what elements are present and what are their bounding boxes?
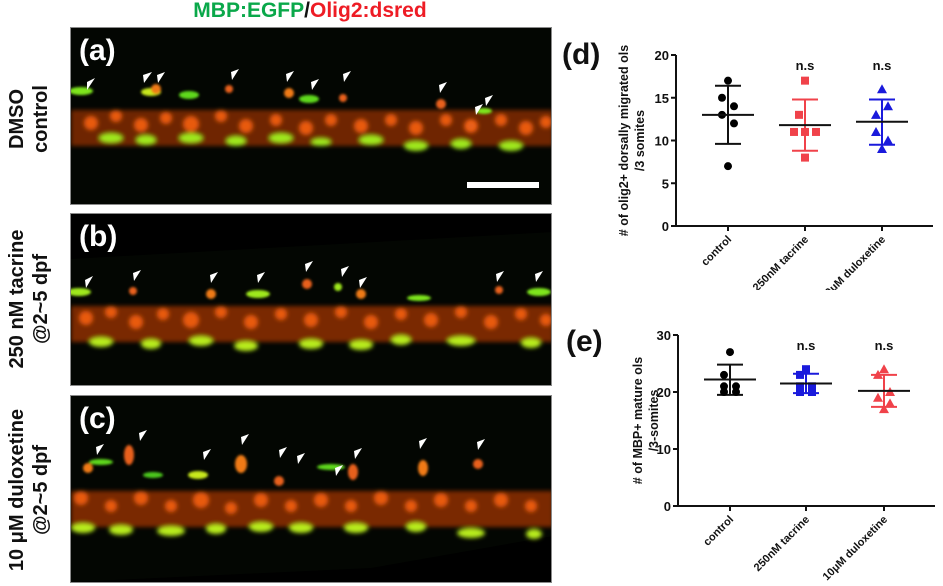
legend-separator: / bbox=[304, 0, 310, 22]
svg-text:n.s: n.s bbox=[797, 338, 816, 353]
svg-text:20: 20 bbox=[655, 48, 669, 63]
arrowhead-markers-a bbox=[87, 69, 493, 115]
svg-text:30: 30 bbox=[657, 328, 671, 343]
panel-letter-b: (b) bbox=[79, 220, 118, 253]
row-label-a-line1: DMSO bbox=[6, 89, 28, 149]
svg-text:250nM tacrine: 250nM tacrine bbox=[751, 234, 811, 290]
channel-legend: MBP:EGFP/Olig2:dsred bbox=[0, 0, 620, 23]
svg-text:0: 0 bbox=[664, 499, 671, 514]
micrograph-panel-a: (a) bbox=[70, 27, 552, 205]
chart-e: 0 10 20 30 # of MBP+ mature ols/3-somites con… bbox=[631, 328, 935, 583]
row-label-b-line2: @2~5 dpf bbox=[30, 253, 52, 345]
chart-d: 0 5 10 15 20 # of olig2+ dorsally migrated ol… bbox=[617, 45, 933, 290]
row-label-c: 10 μM duloxetine @2~5 dpf bbox=[5, 395, 55, 585]
svg-text:n.s: n.s bbox=[796, 58, 815, 73]
svg-text:250nM tacrine: 250nM tacrine bbox=[752, 514, 812, 574]
scale-bar bbox=[467, 182, 539, 188]
svg-text:10μM duloxetine: 10μM duloxetine bbox=[821, 514, 890, 583]
svg-text:10μM duloxetine: 10μM duloxetine bbox=[819, 234, 888, 290]
svg-text:control: control bbox=[701, 514, 736, 549]
arrowhead-markers-c bbox=[96, 430, 485, 476]
micrograph-panel-c: (c) bbox=[70, 395, 552, 583]
arrowhead-markers-b bbox=[85, 261, 543, 288]
legend-green-label: MBP:EGFP bbox=[193, 0, 305, 22]
svg-text:10: 10 bbox=[655, 134, 669, 149]
row-label-c-line1: 10 μM duloxetine bbox=[6, 408, 28, 572]
legend-red-label: Olig2:dsred bbox=[309, 0, 427, 22]
svg-text:10: 10 bbox=[657, 442, 671, 457]
fluorescence-image-c bbox=[71, 430, 551, 582]
svg-text:/3-somites: /3-somites bbox=[647, 390, 661, 452]
panel-letter-a: (a) bbox=[79, 34, 116, 67]
svg-text:0: 0 bbox=[662, 219, 669, 234]
fluorescence-image-a bbox=[71, 69, 551, 151]
chart-letter-d: (d) bbox=[562, 38, 601, 71]
svg-text:5: 5 bbox=[662, 176, 669, 191]
fluorescence-image-b bbox=[71, 214, 551, 351]
svg-text:# of olig2+ dorsally migrated: # of olig2+ dorsally migrated ols bbox=[617, 45, 631, 236]
row-label-b: 250 nM tacrine @2~5 dpf bbox=[5, 214, 55, 384]
panel-letter-c: (c) bbox=[79, 402, 116, 435]
svg-text:n.s: n.s bbox=[875, 338, 894, 353]
row-label-a-line2: control bbox=[30, 85, 52, 153]
svg-text:15: 15 bbox=[655, 91, 669, 106]
svg-text:/3 somites: /3 somites bbox=[633, 110, 647, 171]
micrograph-panel-b: (b) bbox=[70, 213, 552, 386]
svg-text:control: control bbox=[699, 234, 734, 269]
chart-letter-e: (e) bbox=[566, 325, 603, 358]
svg-text:n.s: n.s bbox=[873, 58, 892, 73]
svg-text:# of MBP+ mature ols: # of MBP+ mature ols bbox=[631, 357, 645, 485]
row-label-a: DMSO control bbox=[5, 34, 55, 204]
row-label-c-line2: @2~5 dpf bbox=[30, 444, 52, 536]
svg-text:20: 20 bbox=[657, 385, 671, 400]
row-label-b-line1: 250 nM tacrine bbox=[6, 229, 28, 369]
